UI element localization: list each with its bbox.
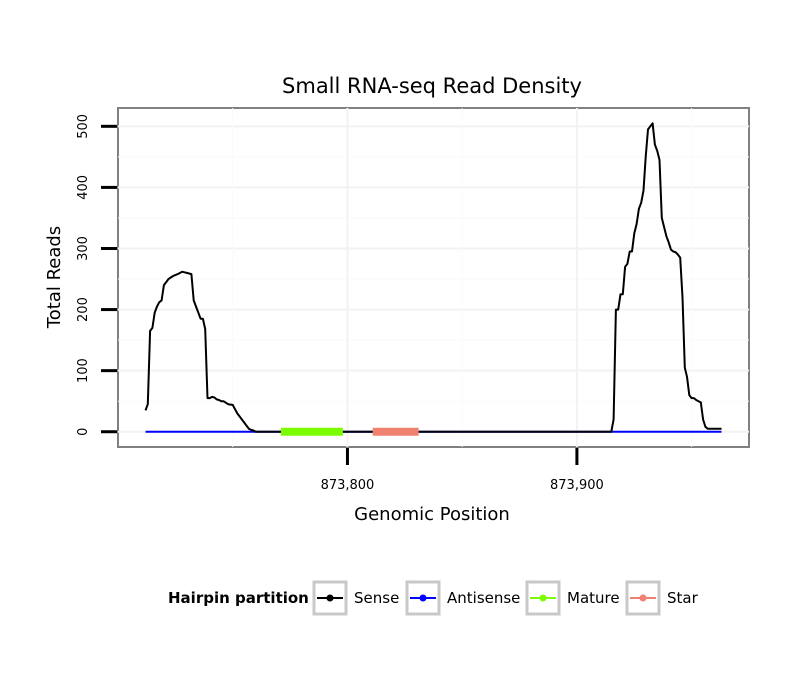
legend-label: Mature — [567, 589, 620, 607]
y-axis-title: Total Reads — [44, 226, 65, 329]
plot-panel — [117, 107, 750, 448]
y-tick-label: 0 — [76, 428, 91, 436]
legend-title: Hairpin partition — [168, 589, 309, 607]
y-tick-label: 300 — [76, 236, 91, 261]
x-axis-title: Genomic Position — [354, 504, 510, 525]
axes: 0 100 200 300 400 500 873,800 873,900 — [76, 114, 604, 493]
y-tick-label: 200 — [76, 297, 91, 322]
legend-label: Star — [667, 589, 699, 607]
data-marks — [144, 122, 722, 436]
legend-key-point — [539, 594, 547, 602]
legend-entry-antisense: Antisense — [405, 580, 520, 616]
x-tick-label: 873,800 — [321, 478, 375, 493]
legend-entry-star: Star — [625, 580, 699, 616]
chart-title: Small RNA-seq Read Density — [282, 74, 582, 98]
y-tick-label: 400 — [76, 175, 91, 200]
legend-entry-mature: Mature — [525, 580, 620, 616]
y-tick-label: 100 — [76, 358, 91, 383]
legend-label: Sense — [354, 589, 399, 607]
y-tick-label: 500 — [76, 114, 91, 139]
legend-label: Antisense — [447, 589, 520, 607]
legend-key-point — [419, 594, 427, 602]
legend-key-point — [639, 594, 647, 602]
series-sense-line — [144, 122, 722, 433]
legend-entry-sense: Sense — [312, 580, 399, 616]
legend-key-point — [326, 594, 334, 602]
x-tick-label: 873,900 — [550, 478, 604, 493]
legend: Hairpin partition Sense Antisense Mature St… — [168, 580, 699, 616]
